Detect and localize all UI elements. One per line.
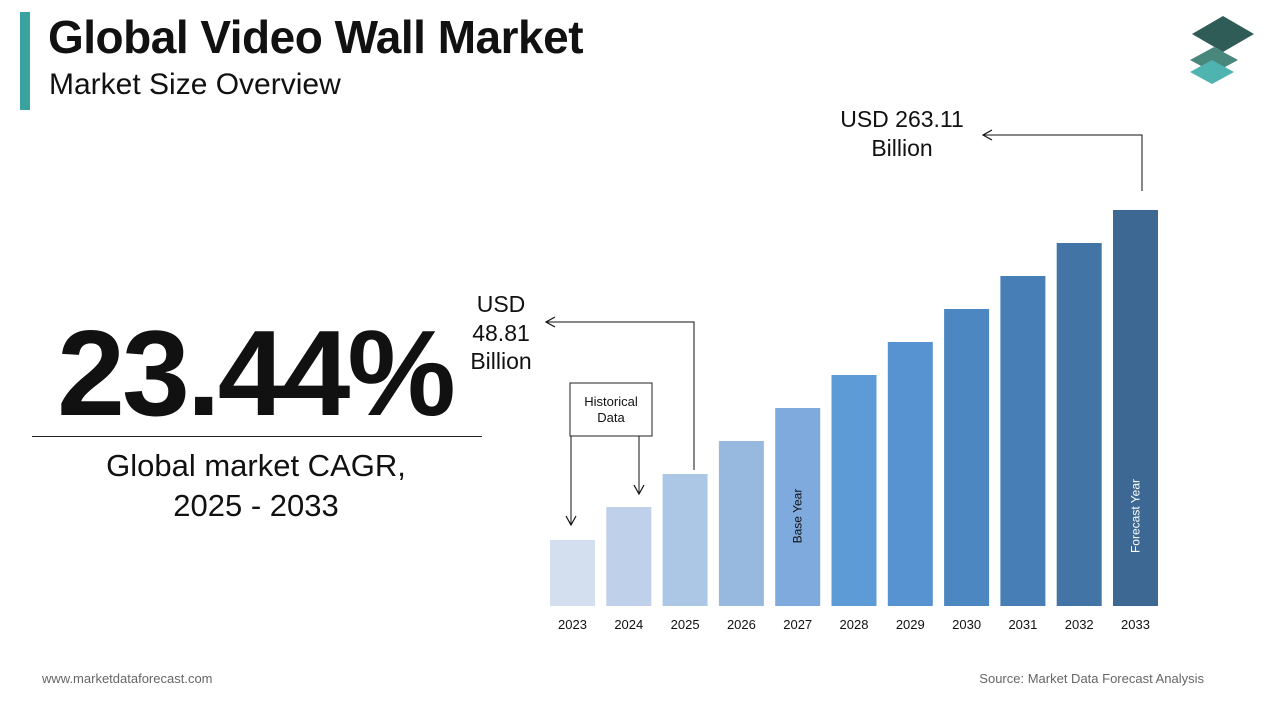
bar-2024 xyxy=(606,507,652,606)
x-tick-label-2026: 2026 xyxy=(727,617,756,632)
historical-box-line1: Historical xyxy=(584,394,638,409)
cagr-caption: Global market CAGR, 2025 - 2033 xyxy=(30,446,482,526)
bar-2027 xyxy=(775,408,821,606)
x-tick-label-2023: 2023 xyxy=(558,617,587,632)
x-tick-label-2032: 2032 xyxy=(1065,617,1094,632)
cagr-divider xyxy=(32,436,482,437)
x-tick-label-2033: 2033 xyxy=(1121,617,1150,632)
title-accent-bar xyxy=(20,12,30,110)
cagr-caption-line2: 2025 - 2033 xyxy=(173,488,339,523)
end-callout-arrow xyxy=(981,129,1143,191)
cagr-caption-line1: Global market CAGR, xyxy=(106,448,406,483)
x-tick-label-2029: 2029 xyxy=(896,617,925,632)
bar-2025 xyxy=(662,474,708,606)
cagr-value: 23.44% xyxy=(57,305,456,441)
page-title: Global Video Wall Market xyxy=(48,11,584,63)
x-tick-label-2030: 2030 xyxy=(952,617,981,632)
footer-source: Source: Market Data Forecast Analysis xyxy=(979,671,1204,686)
historical-data-box xyxy=(569,382,653,437)
bar-2030 xyxy=(944,309,990,606)
bar-2026 xyxy=(718,441,764,606)
start-callout-line3: Billion xyxy=(470,348,531,374)
bar-2031 xyxy=(1000,276,1046,606)
forecast-year-label: Forecast Year xyxy=(1129,479,1143,553)
x-tick-label-2025: 2025 xyxy=(671,617,700,632)
base-year-label: Base Year xyxy=(791,489,805,544)
start-callout-line1: USD xyxy=(477,291,526,317)
bar-2023 xyxy=(550,540,595,606)
x-tick-label-2027: 2027 xyxy=(783,617,812,632)
page-subtitle: Market Size Overview xyxy=(49,68,341,101)
bar-2032 xyxy=(1056,243,1102,606)
x-tick-label-2028: 2028 xyxy=(840,617,869,632)
end-callout-line1: USD 263.11 xyxy=(840,106,964,132)
footer-website: www.marketdataforecast.com xyxy=(42,671,213,686)
x-tick-label-2024: 2024 xyxy=(614,617,643,632)
layers-logo-icon xyxy=(1190,16,1254,84)
end-callout-line2: Billion xyxy=(871,135,932,161)
bar-2029 xyxy=(887,342,933,606)
start-callout-arrow xyxy=(544,316,695,470)
bar-2028 xyxy=(831,375,877,606)
historical-box-line2: Data xyxy=(597,410,625,425)
start-callout-line2: 48.81 xyxy=(472,320,530,346)
bar-2033 xyxy=(1113,210,1158,606)
x-tick-label-2031: 2031 xyxy=(1008,617,1037,632)
